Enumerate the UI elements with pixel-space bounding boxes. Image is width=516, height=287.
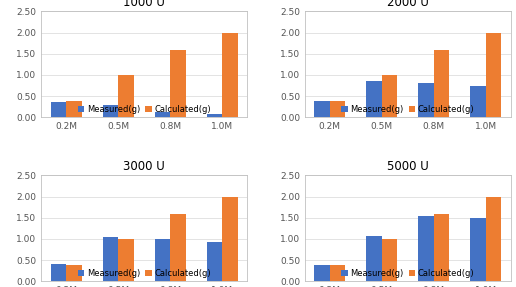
Bar — [170, 50, 186, 117]
Bar — [118, 75, 134, 117]
Bar — [103, 237, 118, 281]
Bar — [314, 101, 330, 117]
Bar — [470, 218, 486, 281]
Bar — [382, 75, 397, 117]
Bar — [103, 105, 118, 117]
Title: 5000 U: 5000 U — [387, 160, 429, 173]
Legend: Measured(g), Calculated(g): Measured(g), Calculated(g) — [76, 103, 213, 115]
Bar — [434, 214, 449, 281]
Bar — [314, 265, 330, 281]
Title: 1000 U: 1000 U — [123, 0, 165, 9]
Bar — [207, 242, 222, 281]
Bar — [207, 114, 222, 117]
Bar — [434, 51, 449, 117]
Bar — [66, 265, 82, 281]
Bar — [170, 214, 186, 281]
Bar — [486, 197, 502, 281]
Legend: Measured(g), Calculated(g): Measured(g), Calculated(g) — [76, 267, 213, 279]
Bar — [66, 101, 82, 117]
Bar — [366, 236, 382, 281]
Bar — [118, 239, 134, 281]
Bar — [51, 264, 66, 281]
Title: 2000 U: 2000 U — [387, 0, 429, 9]
Bar — [470, 86, 486, 117]
Bar — [222, 33, 238, 117]
Legend: Measured(g), Calculated(g): Measured(g), Calculated(g) — [340, 103, 476, 115]
Bar — [486, 33, 502, 117]
Bar — [330, 265, 345, 281]
Bar — [155, 239, 170, 281]
Bar — [222, 197, 238, 281]
Bar — [382, 239, 397, 281]
Legend: Measured(g), Calculated(g): Measured(g), Calculated(g) — [340, 267, 476, 279]
Bar — [418, 216, 434, 281]
Bar — [330, 101, 345, 117]
Bar — [418, 83, 434, 117]
Title: 3000 U: 3000 U — [123, 160, 165, 173]
Bar — [51, 102, 66, 117]
Bar — [155, 112, 170, 117]
Bar — [366, 81, 382, 117]
